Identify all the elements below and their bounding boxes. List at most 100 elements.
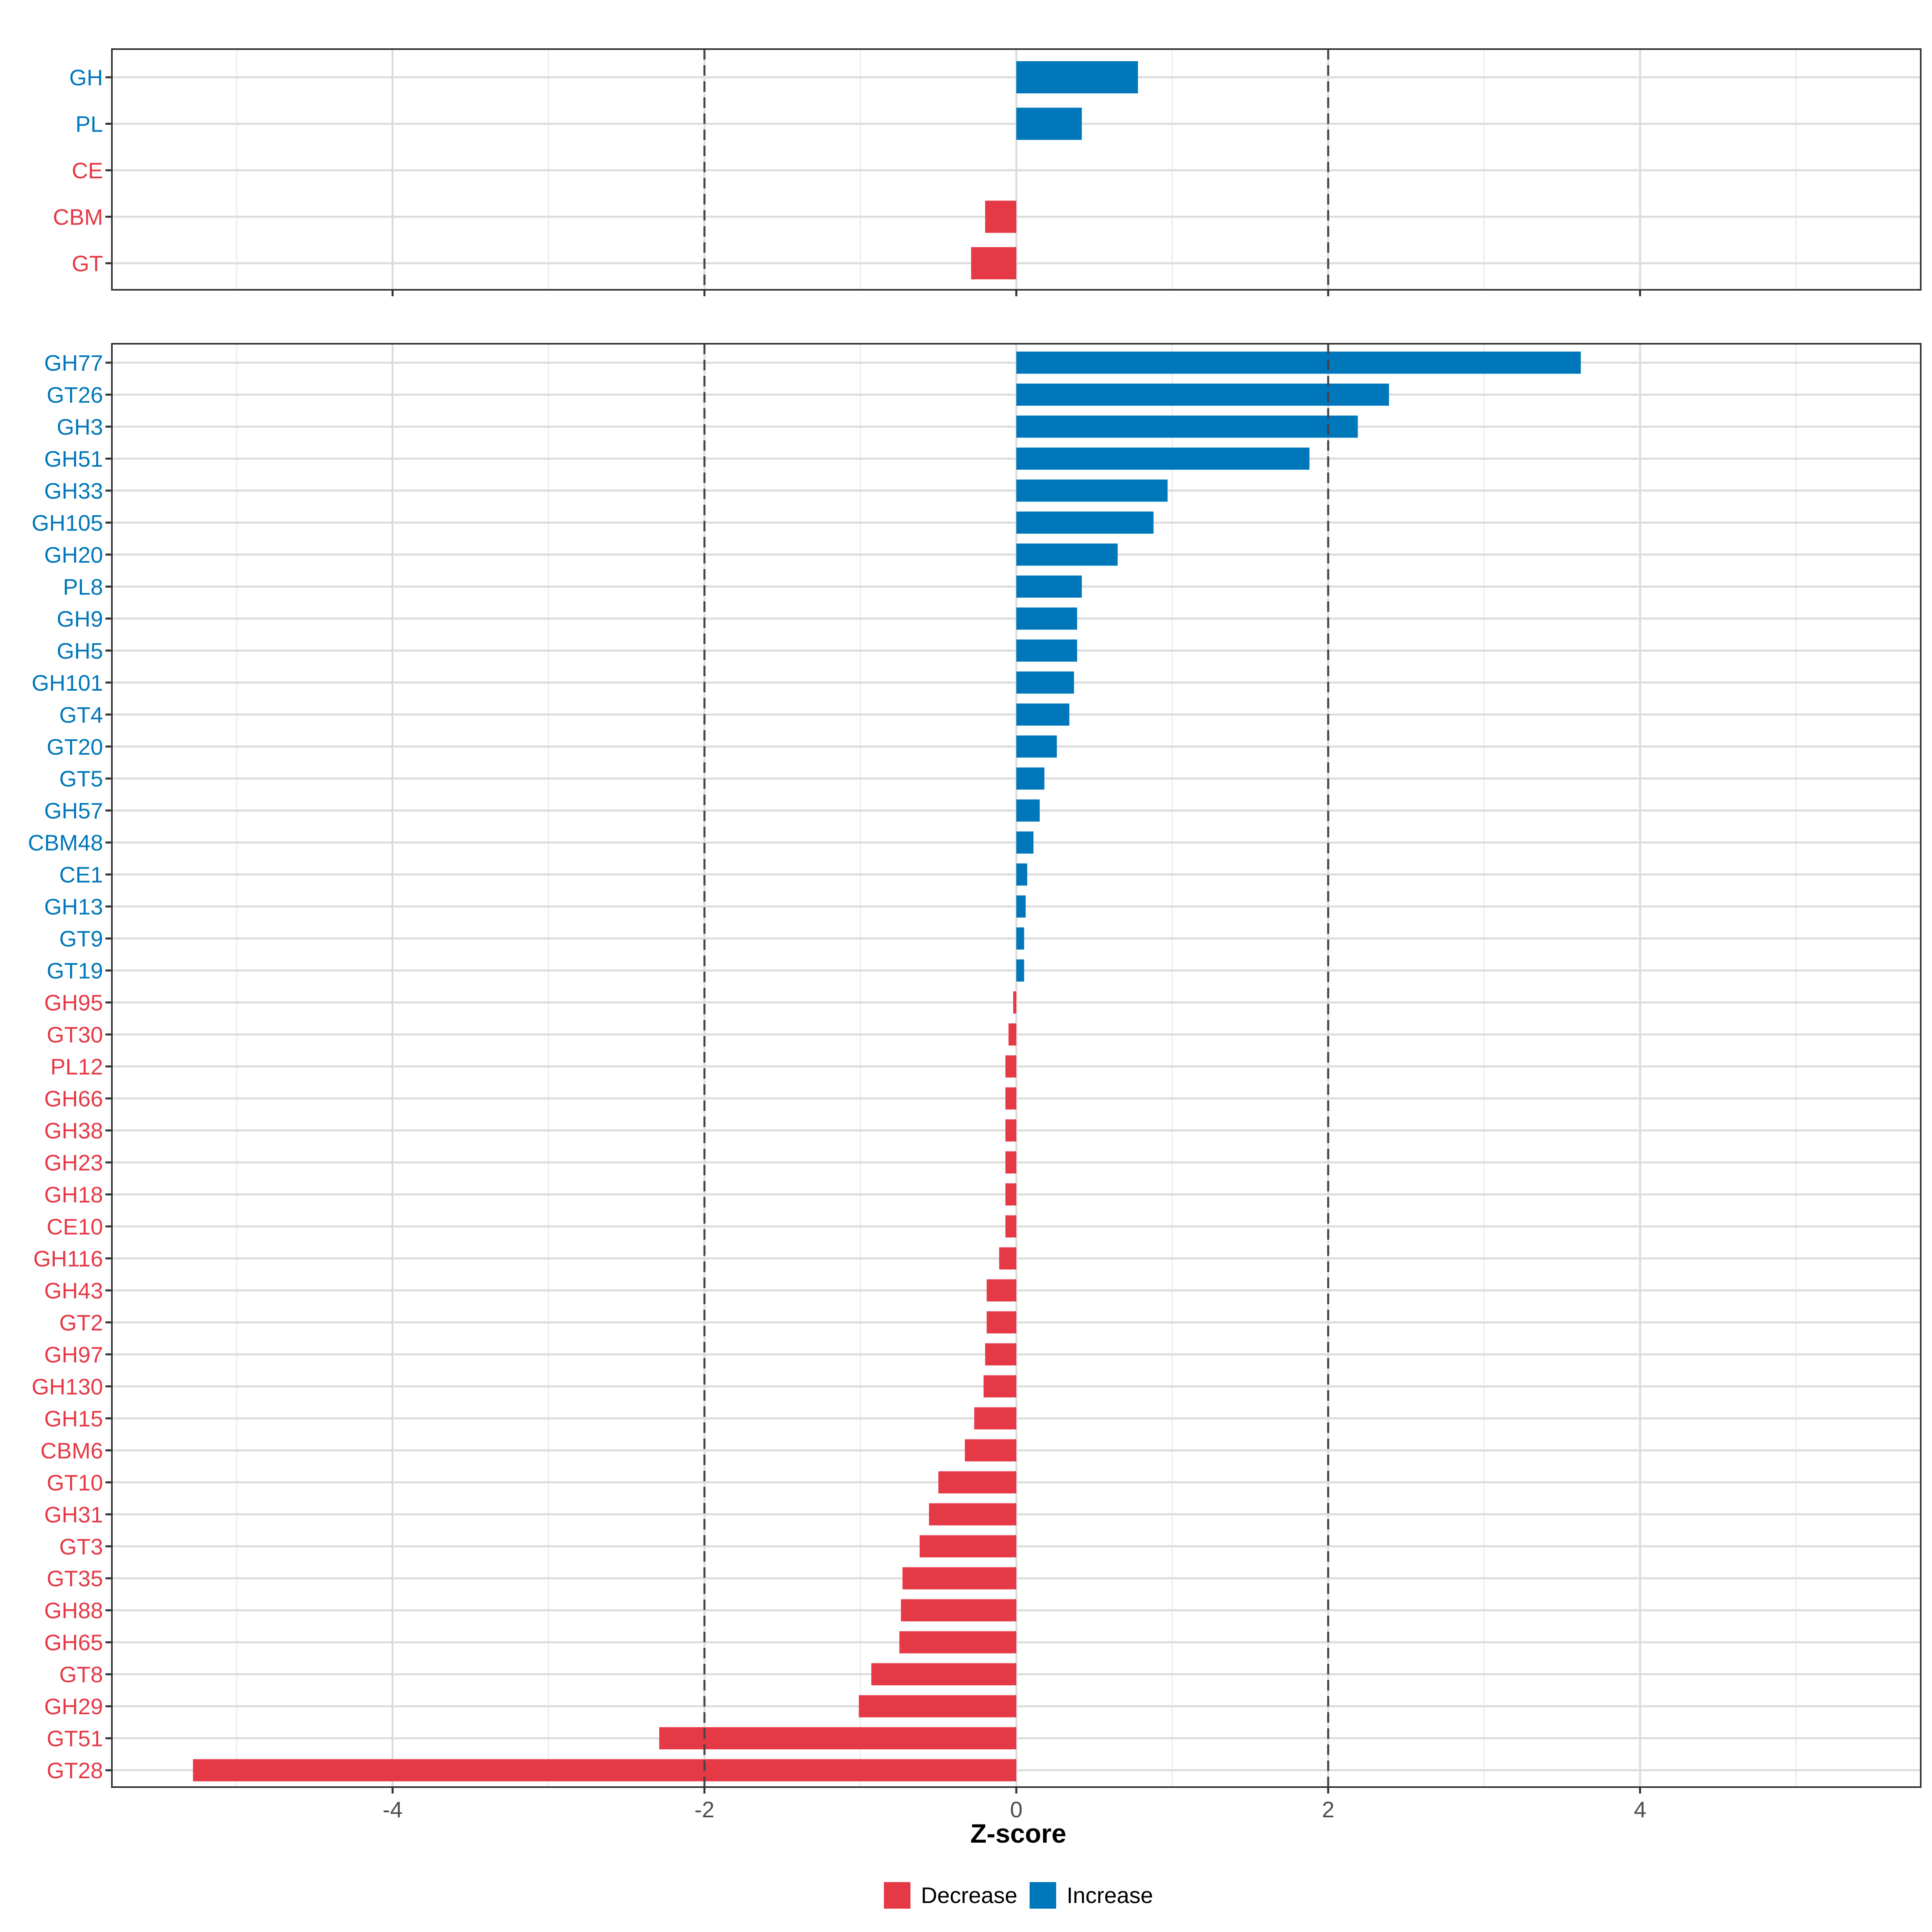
bar-gh105: [1016, 511, 1154, 534]
y-tick-label: CE10: [47, 1214, 103, 1239]
y-tick-label: GT19: [47, 958, 103, 983]
y-tick-label: GT35: [47, 1566, 103, 1591]
top-panel: GH PL CE CBM GT: [53, 48, 1922, 296]
y-tick-label: GH33: [44, 478, 103, 504]
y-tick-label: GH88: [44, 1598, 103, 1623]
bar-gh13: [1016, 895, 1026, 918]
y-tick-label: GH38: [44, 1118, 103, 1144]
y-tick-label: GH13: [44, 894, 103, 919]
bar-gh31: [929, 1503, 1016, 1525]
y-tick-label: GH31: [44, 1502, 103, 1527]
legend-label-decrease: Decrease: [921, 1882, 1018, 1908]
y-tick-label: GT26: [47, 382, 103, 407]
x-tick-label: 2: [1322, 1797, 1334, 1822]
y-tick-label: GT: [72, 251, 103, 276]
bar-gt30: [1008, 1023, 1016, 1046]
x-axis: -4 -2 0 2 4: [382, 1797, 1646, 1822]
bar-gh97: [985, 1343, 1016, 1366]
bar-gh: [1016, 61, 1138, 93]
legend-label-increase: Increase: [1067, 1882, 1153, 1908]
y-tick-label: GH23: [44, 1150, 103, 1175]
bar-gt4: [1016, 703, 1069, 726]
y-tick-label: GT5: [59, 766, 103, 791]
y-tick-label: CBM: [53, 204, 103, 230]
bar-gt26: [1016, 383, 1389, 406]
bar-gh3: [1016, 415, 1358, 438]
x-tick-label: 4: [1634, 1797, 1646, 1822]
bar-gt35: [902, 1567, 1016, 1589]
bar-pl12: [1005, 1055, 1016, 1078]
y-tick-label: GT9: [59, 926, 103, 952]
y-tick-label: CBM48: [28, 830, 103, 855]
bar-gt51: [659, 1727, 1016, 1750]
y-tick-label: GT20: [47, 734, 103, 760]
bottom-panel: GH77 GT26 GH3 GH51 GH33 GH105 GH20 PL8 GH9 GH5 GH1…: [28, 343, 1922, 1794]
y-tick-label: GT4: [59, 702, 103, 727]
bar-cbm48: [1016, 831, 1034, 854]
y-tick-label: CE: [72, 158, 103, 183]
bar-gt5: [1016, 767, 1044, 790]
y-tick-label: GH66: [44, 1086, 103, 1111]
y-tick-label: GH15: [44, 1406, 103, 1431]
y-tick-label: GH57: [44, 798, 103, 824]
y-tick-label: PL12: [50, 1054, 103, 1080]
bar-gh116: [999, 1247, 1016, 1269]
bar-gh130: [983, 1375, 1016, 1397]
y-tick-label: GH5: [57, 638, 103, 663]
bar-ce10: [1005, 1215, 1016, 1238]
y-tick-label: PL: [76, 111, 103, 137]
bar-gh23: [1005, 1151, 1016, 1174]
y-tick-label: CE1: [59, 862, 103, 888]
bar-gh9: [1016, 607, 1077, 630]
bar-gt3: [919, 1535, 1016, 1558]
bar-pl8: [1016, 575, 1082, 598]
y-tick-label: GH51: [44, 446, 103, 471]
bar-gh95: [1013, 991, 1016, 1014]
bar-ce1: [1016, 863, 1028, 886]
bar-gh33: [1016, 479, 1168, 502]
bar-gh65: [899, 1631, 1016, 1653]
legend-swatch-decrease: [884, 1882, 910, 1909]
y-tick-label: GH101: [32, 670, 103, 696]
y-tick-label: GH65: [44, 1630, 103, 1655]
legend: Decrease Increase: [884, 1882, 1153, 1909]
bar-gt10: [938, 1471, 1016, 1494]
bar-gh43: [987, 1279, 1016, 1302]
x-tick-label: 0: [1010, 1797, 1022, 1822]
bar-gh20: [1016, 543, 1118, 566]
bar-gt: [971, 247, 1016, 279]
y-tick-label: GT30: [47, 1022, 103, 1047]
y-tick-label: GT8: [59, 1662, 103, 1687]
bar-cbm: [985, 200, 1016, 233]
y-tick-label: GH95: [44, 990, 103, 1016]
y-tick-label: GH3: [57, 414, 103, 440]
y-tick-label: GH43: [44, 1278, 103, 1303]
y-tick-label: GH105: [32, 510, 103, 535]
y-tick-label: GT2: [59, 1310, 103, 1335]
y-tick-label: GH97: [44, 1342, 103, 1367]
bar-gh5: [1016, 639, 1077, 662]
y-tick-label: GH116: [33, 1246, 103, 1271]
bar-gh15: [974, 1407, 1016, 1430]
bar-gh77: [1016, 351, 1581, 374]
bar-gt9: [1016, 927, 1024, 950]
y-tick-label: GH18: [44, 1182, 103, 1207]
bar-gh38: [1005, 1119, 1016, 1142]
y-tick-label: CBM6: [40, 1438, 103, 1463]
y-tick-label: GH: [69, 65, 103, 90]
bar-gh51: [1016, 447, 1310, 470]
bar-gh18: [1005, 1183, 1016, 1205]
y-tick-label: GH20: [44, 542, 103, 568]
bar-gt20: [1016, 735, 1057, 758]
bar-cbm6: [965, 1439, 1016, 1461]
bar-gt19: [1016, 959, 1024, 982]
bar-pl: [1016, 107, 1082, 140]
bar-gh29: [859, 1695, 1016, 1717]
y-tick-label: GH9: [57, 606, 103, 632]
y-tick-label: GT10: [47, 1470, 103, 1495]
x-tick-label: -4: [382, 1797, 402, 1822]
bar-gt2: [987, 1311, 1016, 1333]
y-tick-label: GT3: [59, 1534, 103, 1559]
bar-gh101: [1016, 671, 1074, 694]
